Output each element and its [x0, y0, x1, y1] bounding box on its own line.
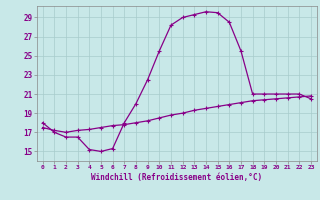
X-axis label: Windchill (Refroidissement éolien,°C): Windchill (Refroidissement éolien,°C): [91, 173, 262, 182]
